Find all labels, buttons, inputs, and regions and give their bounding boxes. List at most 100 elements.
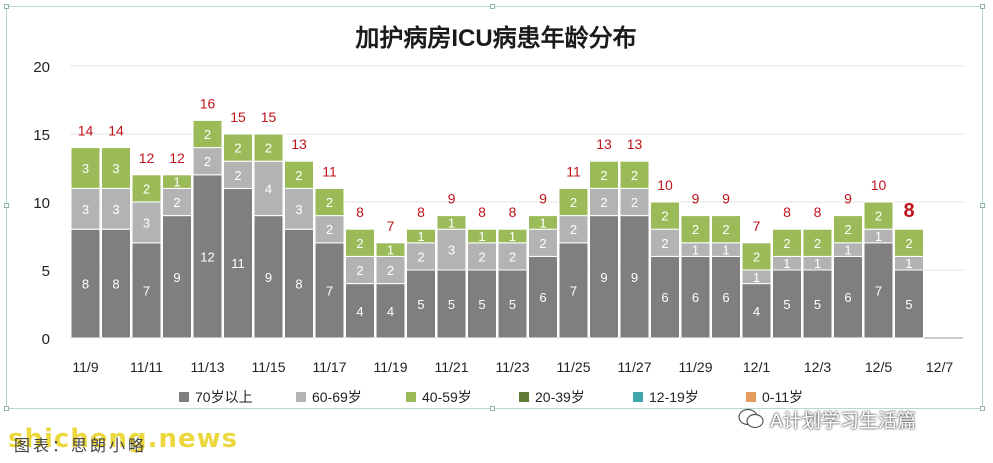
resize-handle-right[interactable] bbox=[980, 203, 985, 208]
segment-value-label: 2 bbox=[326, 222, 333, 237]
segment-value-label: 3 bbox=[82, 161, 89, 176]
segment-value-label: 1 bbox=[844, 243, 851, 258]
resize-handle-top-left[interactable] bbox=[4, 4, 9, 9]
legend-swatch bbox=[179, 392, 189, 402]
segment-value-label: 6 bbox=[661, 290, 668, 305]
chart-title: 加护病房ICU病患年龄分布 bbox=[355, 24, 636, 52]
total-label: 7 bbox=[753, 218, 761, 234]
segment-value-label: 5 bbox=[783, 297, 790, 312]
bar-segment bbox=[863, 242, 894, 339]
segment-value-label: 2 bbox=[356, 263, 363, 278]
bar-segment bbox=[863, 201, 894, 230]
total-label: 9 bbox=[448, 191, 456, 207]
account-name: A计划学习生活篇 bbox=[770, 409, 916, 432]
bar-segment bbox=[375, 283, 406, 339]
total-label: 8 bbox=[509, 204, 517, 220]
x-tick-label: 11/27 bbox=[618, 359, 652, 375]
bar-segment bbox=[436, 215, 467, 230]
x-tick-label: 12/3 bbox=[804, 359, 831, 375]
segment-value-label: 5 bbox=[448, 297, 455, 312]
bar-segment bbox=[253, 160, 284, 217]
total-label: 8 bbox=[356, 204, 364, 220]
bar-segment bbox=[314, 215, 345, 244]
x-tick-label: 12/1 bbox=[743, 359, 770, 375]
resize-handle-top-right[interactable] bbox=[980, 4, 985, 9]
segment-value-label: 1 bbox=[783, 256, 790, 271]
bar-segment bbox=[101, 228, 131, 339]
bar-segment bbox=[375, 255, 406, 285]
resize-handle-bottom-left[interactable] bbox=[4, 406, 9, 411]
segment-value-label: 3 bbox=[112, 202, 119, 217]
segment-value-label: 5 bbox=[417, 297, 424, 312]
segment-value-label: 2 bbox=[753, 249, 760, 264]
segment-value-label: 2 bbox=[204, 127, 211, 142]
segment-value-label: 8 bbox=[112, 277, 119, 292]
bar-segment bbox=[833, 215, 863, 244]
legend-swatch bbox=[746, 392, 756, 402]
y-tick-label: 0 bbox=[42, 331, 50, 348]
bar-segment bbox=[711, 215, 741, 244]
bar-segment bbox=[223, 133, 253, 162]
bar-segment bbox=[101, 147, 131, 189]
segment-value-label: 2 bbox=[173, 195, 180, 210]
legend-swatch bbox=[296, 392, 306, 402]
segment-value-label: 2 bbox=[234, 168, 241, 183]
bar-segment bbox=[284, 228, 314, 339]
bar-segment bbox=[589, 187, 619, 217]
legend-label: 40-59岁 bbox=[422, 389, 472, 405]
bar-segment bbox=[467, 228, 497, 244]
segment-value-label: 4 bbox=[387, 304, 394, 319]
segment-value-label: 3 bbox=[112, 161, 119, 176]
segment-value-label: 4 bbox=[265, 181, 272, 196]
bar-segment bbox=[650, 228, 680, 257]
resize-handle-left[interactable] bbox=[4, 203, 9, 208]
segment-value-label: 1 bbox=[539, 215, 546, 230]
segment-value-label: 9 bbox=[631, 270, 638, 285]
legend-swatch bbox=[633, 392, 643, 402]
y-tick-label: 10 bbox=[33, 195, 50, 212]
total-label: 9 bbox=[692, 191, 700, 207]
segment-value-label: 1 bbox=[448, 215, 455, 230]
bar-segment bbox=[772, 228, 802, 257]
segment-value-label: 1 bbox=[417, 229, 424, 244]
legend-label: 0-11岁 bbox=[762, 389, 803, 405]
x-tick-label: 12/5 bbox=[865, 359, 892, 375]
x-tick-label: 11/21 bbox=[435, 359, 469, 375]
segment-value-label: 11 bbox=[231, 256, 245, 271]
bar-segment bbox=[131, 174, 162, 203]
resize-handle-top[interactable] bbox=[490, 4, 495, 9]
bar-segment bbox=[589, 215, 619, 339]
y-tick-label: 20 bbox=[33, 59, 50, 76]
total-label: 8 bbox=[903, 200, 914, 222]
segment-value-label: 2 bbox=[722, 222, 729, 237]
segment-value-label: 7 bbox=[326, 283, 333, 298]
resize-handle-bottom-right[interactable] bbox=[980, 406, 985, 411]
segment-value-label: 7 bbox=[570, 283, 577, 298]
bar-segment bbox=[101, 187, 131, 230]
segment-value-label: 6 bbox=[722, 290, 729, 305]
bar-segment bbox=[253, 215, 284, 339]
bar-segment bbox=[162, 215, 192, 339]
segment-value-label: 2 bbox=[631, 168, 638, 183]
bar-segment bbox=[711, 255, 741, 339]
x-tick-label: 11/11 bbox=[130, 359, 163, 375]
x-tick-label: 11/9 bbox=[72, 359, 98, 375]
segment-value-label: 1 bbox=[173, 175, 180, 190]
segment-value-label: 2 bbox=[905, 236, 912, 251]
segment-value-label: 8 bbox=[82, 277, 89, 292]
segment-value-label: 6 bbox=[692, 290, 699, 305]
x-tick-label: 12/7 bbox=[926, 359, 953, 375]
resize-handle-bottom[interactable] bbox=[490, 406, 495, 411]
segment-value-label: 2 bbox=[143, 181, 150, 196]
x-tick-label: 11/23 bbox=[496, 359, 530, 375]
total-label: 11 bbox=[322, 163, 337, 179]
total-label: 12 bbox=[169, 150, 185, 166]
bar-segment bbox=[253, 133, 284, 162]
segment-value-label: 7 bbox=[143, 283, 150, 298]
segment-value-label: 5 bbox=[509, 297, 516, 312]
bar-segment bbox=[436, 228, 467, 271]
segment-value-label: 1 bbox=[753, 270, 760, 285]
x-tick-label: 11/13 bbox=[191, 359, 225, 375]
bar-segment bbox=[741, 283, 772, 339]
